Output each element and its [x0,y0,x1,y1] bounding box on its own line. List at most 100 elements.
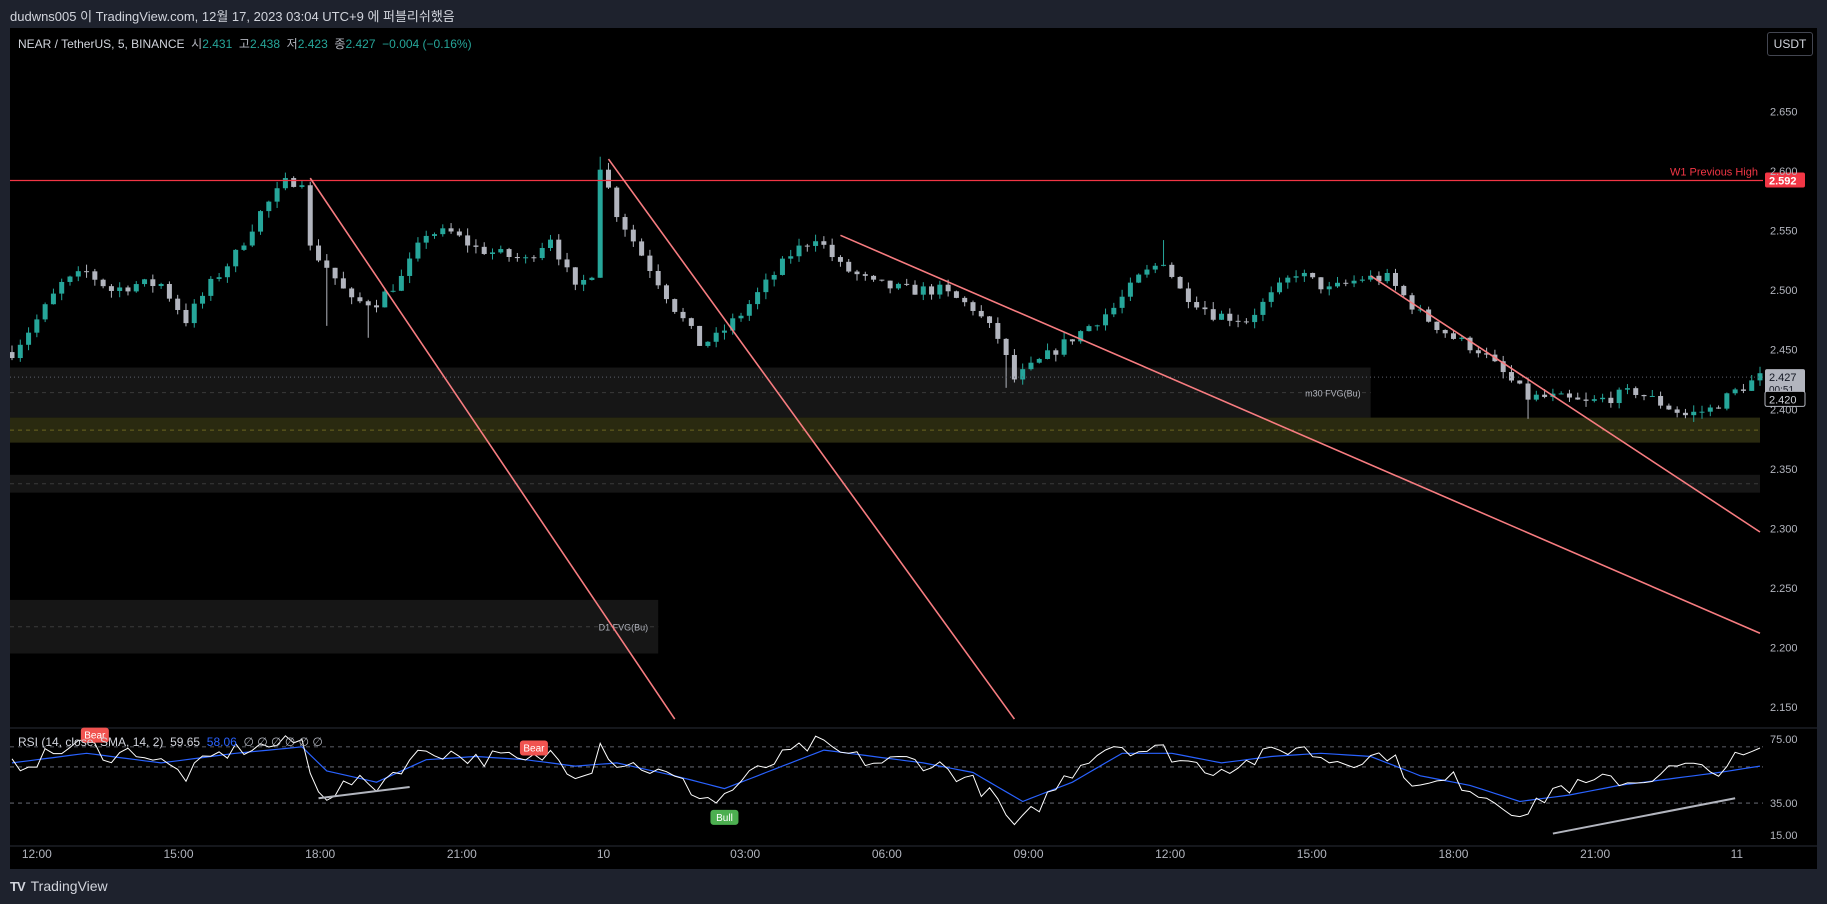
chart-svg[interactable]: m30 FVG(Bu) D1 FVG(Bu) W1 Previous High 2.… [9,28,1817,869]
level-price-text: 2.592 [1769,176,1797,188]
candle [1749,374,1755,392]
candle-body [9,352,15,359]
tradingview-logo-icon: TV [10,878,26,894]
time-tick-label: 21:00 [1580,847,1610,861]
candle [59,278,65,301]
candle [929,284,935,300]
rsi-value: 59.65 [170,735,201,749]
candle [1442,329,1448,338]
candle-body [1326,286,1332,290]
candle-body [133,284,139,292]
candle [233,249,239,273]
candle [208,276,214,301]
candle [1061,332,1067,357]
candle [713,327,719,348]
candle [365,299,371,338]
candle-body [1749,380,1755,391]
candle [1152,262,1158,274]
candle [216,273,222,282]
candle-body [299,185,305,187]
candle [75,266,81,282]
candle [1028,356,1034,371]
candle [1301,269,1307,282]
candle [1293,270,1299,283]
candle-body [349,288,355,298]
candle-body [1144,269,1150,275]
candle [84,264,90,278]
candle-body [249,231,255,246]
candle [887,280,893,294]
candle [274,181,280,208]
candle-body [158,283,164,287]
marker-box [519,740,548,756]
candle [1558,391,1564,395]
candle-body [1517,380,1523,384]
candle [1268,286,1274,308]
candle [67,275,73,286]
low-label: 저 [286,37,298,51]
candle [349,287,355,305]
candle-body [945,284,951,292]
bear-marker: Bear [519,740,548,756]
candle [108,284,114,298]
tradingview-logo[interactable]: TV TradingView [10,878,108,894]
candle-body [1202,307,1208,310]
candle-body [1724,393,1730,409]
candle-body [1633,388,1639,395]
candle [1252,308,1258,329]
candle-body [1732,389,1738,394]
candle [614,186,620,222]
candle-body [846,261,852,272]
candle-body [1210,309,1216,320]
candle-body [465,235,471,246]
candle [432,232,438,239]
candle [746,300,752,321]
candle-body [382,291,388,308]
candle [1591,395,1597,403]
candle-body [1161,264,1167,266]
candle-body [1078,331,1084,342]
candle [1641,394,1647,401]
candle [581,274,587,292]
candle-body [316,245,322,261]
candle-body [1467,337,1473,351]
candle-body [258,211,264,232]
marker-box [80,727,109,743]
candle-body [506,249,512,257]
candle [788,249,794,264]
candle-body [1152,265,1158,270]
candle-body [1533,394,1539,400]
candle [26,327,32,351]
candle [1136,273,1142,284]
candle-body [17,344,23,359]
candle-body [1119,296,1125,308]
candle [978,305,984,319]
candle-body [1426,309,1432,322]
price-tick-label: 2.350 [1770,464,1798,476]
candle [357,292,363,304]
candle [871,275,877,282]
candle-body [1707,407,1713,412]
brand-text: TradingView [30,878,108,894]
trend-line [309,177,676,720]
chart-frame[interactable]: m30 FVG(Bu) D1 FVG(Bu) W1 Previous High 2.… [9,28,1817,869]
candle-body [1103,314,1109,326]
candle-body [191,303,197,324]
candle-body [821,241,827,245]
candle [672,298,678,314]
price-tick-label: 2.650 [1770,106,1798,118]
candle-body [1450,333,1456,339]
candle [937,280,943,299]
candle-body [1003,338,1009,355]
candle [382,287,388,308]
candle-body [1658,395,1664,406]
candle-body [432,234,438,236]
candle [489,248,495,260]
candle [763,273,769,300]
currency-button[interactable]: USDT [1767,32,1813,56]
candle-body [1334,282,1340,287]
candle [407,252,413,284]
candle [150,274,156,293]
candle-body [1094,325,1100,327]
candle-body [150,279,156,287]
